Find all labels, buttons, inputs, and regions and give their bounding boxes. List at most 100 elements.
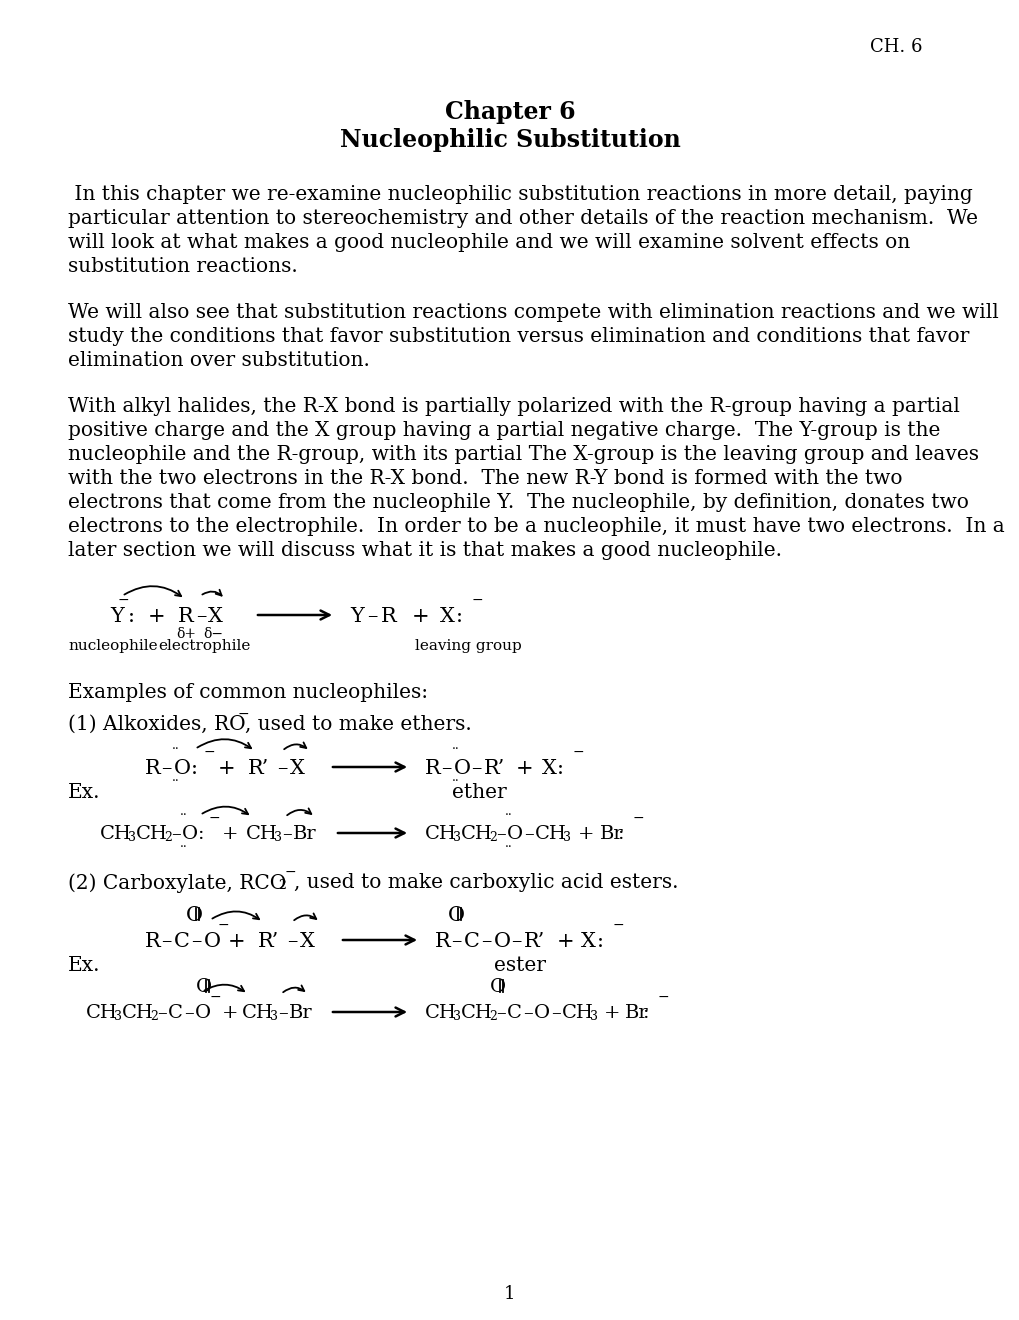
Text: −: − [284,865,297,879]
Text: ··: ·· [179,841,187,854]
Text: CH: CH [100,825,131,843]
Text: With alkyl halides, the R-X bond is partially polarized with the R-group having : With alkyl halides, the R-X bond is part… [68,397,959,416]
Text: 3: 3 [562,832,571,843]
Text: Examples of common nucleophiles:: Examples of common nucleophiles: [68,682,428,702]
Text: R’: R’ [484,759,504,777]
Text: CH: CH [86,1005,118,1022]
Text: X: X [581,932,595,950]
Text: –: – [183,1005,194,1022]
Text: +: + [412,607,429,626]
Text: O: O [493,932,511,950]
Text: elimination over substitution.: elimination over substitution. [68,351,370,370]
Text: 3: 3 [589,1010,597,1023]
Text: Br: Br [599,825,623,843]
Text: O: O [174,759,191,777]
Text: CH: CH [461,1005,492,1022]
Text: –: – [281,825,291,843]
Text: :: : [127,607,135,626]
Text: CH. 6: CH. 6 [869,38,921,55]
Text: Br: Br [625,1005,648,1022]
Text: –: – [161,759,171,777]
Text: –: – [191,932,201,950]
Text: –: – [161,932,171,950]
Text: Br: Br [292,825,316,843]
Text: R: R [145,759,161,777]
Text: CH: CH [425,825,457,843]
Text: +: + [578,825,594,843]
Text: O: O [489,978,505,997]
Text: −: − [657,990,668,1005]
Text: 3: 3 [270,1010,278,1023]
Text: R: R [425,759,440,777]
Text: 3: 3 [127,832,136,843]
Text: ··: ·· [504,809,513,822]
Text: X: X [289,759,305,777]
Text: R’: R’ [524,932,545,950]
Text: :: : [618,825,624,843]
Text: δ+: δ+ [176,627,196,642]
Text: 1: 1 [503,1284,516,1303]
Text: ··: ·· [504,841,513,854]
Text: Chapter 6: Chapter 6 [444,100,575,124]
Text: R: R [145,932,161,950]
Text: C: C [168,1005,182,1022]
Text: −: − [472,593,483,607]
Text: Ex.: Ex. [68,783,101,803]
Text: C: C [464,932,479,950]
Text: substitution reactions.: substitution reactions. [68,257,298,276]
Text: +: + [228,932,246,950]
Text: electrons that come from the nucleophile Y.  The nucleophile, by definition, don: electrons that come from the nucleophile… [68,492,968,512]
Text: , used to make carboxylic acid esters.: , used to make carboxylic acid esters. [293,873,678,892]
Text: R: R [381,607,396,626]
Text: 3: 3 [452,1010,461,1023]
Text: Ex.: Ex. [68,956,101,975]
Text: –: – [511,932,521,950]
Text: –: – [171,825,180,843]
Text: electrophile: electrophile [158,639,250,653]
Text: 3: 3 [274,832,281,843]
Text: −: − [204,744,215,759]
Text: −: − [573,744,584,759]
Text: CH: CH [242,1005,274,1022]
Text: O: O [204,932,221,950]
Text: (2) Carboxylate, RCO: (2) Carboxylate, RCO [68,873,286,892]
Text: ether: ether [451,783,506,803]
Text: We will also see that substitution reactions compete with elimination reactions : We will also see that substitution react… [68,304,998,322]
Text: CH: CH [122,1005,154,1022]
Text: 2: 2 [278,879,285,892]
Text: –: – [524,825,533,843]
Text: ··: ·· [172,743,179,756]
Text: 2: 2 [488,1010,496,1023]
Text: −: − [218,917,229,932]
Text: (1) Alkoxides, RO: (1) Alkoxides, RO [68,715,246,734]
Text: Nucleophilic Substitution: Nucleophilic Substitution [339,128,680,152]
Text: −: − [209,810,220,825]
Text: with the two electrons in the R-X bond.  The new R-Y bond is formed with the two: with the two electrons in the R-X bond. … [68,469,902,488]
Text: O: O [453,759,471,777]
Text: –: – [196,607,206,626]
Text: +: + [556,932,574,950]
Text: nucleophile and the R-group, with its partial The X-group is the leaving group a: nucleophile and the R-group, with its pa… [68,445,978,465]
Text: δ−: δ− [203,627,223,642]
Text: O: O [506,825,523,843]
Text: R: R [434,932,450,950]
Text: 3: 3 [114,1010,122,1023]
Text: –: – [550,1005,560,1022]
Text: positive charge and the X group having a partial negative charge.  The Y-group i: positive charge and the X group having a… [68,421,940,440]
Text: –: – [440,759,451,777]
Text: –: – [481,932,491,950]
Text: :: : [642,1005,649,1022]
Text: –: – [495,825,505,843]
Text: 2: 2 [164,832,172,843]
Text: Y: Y [350,607,364,626]
Text: R’: R’ [248,759,269,777]
Text: +: + [603,1005,620,1022]
Text: –: – [523,1005,532,1022]
Text: −: − [237,708,250,721]
Text: O: O [196,978,212,997]
Text: CH: CH [461,825,492,843]
Text: X: X [541,759,556,777]
Text: Y: Y [110,607,123,626]
Text: ··: ·· [451,775,460,788]
Text: −: − [118,593,129,607]
